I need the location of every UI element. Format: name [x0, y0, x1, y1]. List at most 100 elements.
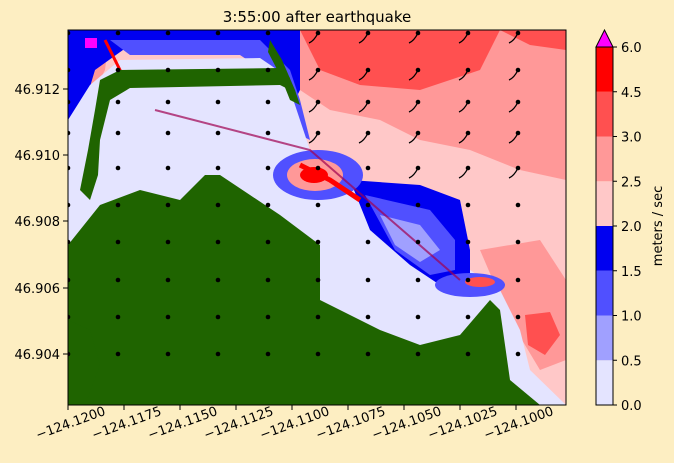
- velocity-marker: [315, 351, 321, 357]
- velocity-marker: [415, 202, 421, 208]
- land-south: [68, 175, 540, 405]
- velocity-marker: [265, 202, 271, 208]
- velocity-marker: [515, 202, 521, 208]
- colorbar-extend-triangle: [595, 28, 614, 48]
- colorbar-tick-label: 2.0: [621, 220, 642, 235]
- velocity-marker: [165, 351, 171, 357]
- colorbar-segment: [596, 181, 613, 226]
- velocity-arrow: [458, 132, 469, 144]
- velocity-marker: [68, 67, 71, 73]
- colorbar-tick-label: 2.5: [621, 175, 642, 190]
- velocity-marker: [115, 99, 121, 105]
- velocity-marker: [265, 351, 271, 357]
- velocity-marker: [315, 202, 321, 208]
- velocity-marker: [68, 277, 71, 283]
- velocity-marker: [165, 30, 171, 36]
- velocity-marker: [415, 314, 421, 320]
- velocity-marker: [115, 67, 121, 73]
- colorbar-tick-label: 3.0: [621, 131, 642, 146]
- extend-spot: [85, 38, 97, 48]
- velocity-marker: [315, 277, 321, 283]
- colorbar-tick-label: 1.0: [621, 310, 642, 325]
- velocity-arrow: [408, 101, 419, 113]
- velocity-marker: [215, 277, 221, 283]
- velocity-marker: [515, 351, 521, 357]
- velocity-marker: [365, 239, 371, 245]
- colorbar-tick-label: 0.0: [621, 399, 642, 414]
- south-jet-core: [465, 277, 495, 287]
- velocity-marker: [365, 277, 371, 283]
- velocity-marker: [165, 239, 171, 245]
- velocity-marker: [415, 351, 421, 357]
- y-tick-label: 46.904: [15, 348, 61, 363]
- velocity-marker: [68, 99, 71, 105]
- colorbar-segment: [596, 315, 613, 361]
- velocity-marker: [265, 165, 271, 171]
- plot-area: [68, 30, 566, 405]
- velocity-marker: [215, 314, 221, 320]
- colorbar-segment: [596, 360, 613, 405]
- velocity-marker: [265, 277, 271, 283]
- velocity-marker: [215, 239, 221, 245]
- velocity-marker: [68, 165, 71, 171]
- velocity-arrow: [358, 69, 369, 81]
- velocity-marker: [265, 99, 271, 105]
- velocity-marker: [215, 130, 221, 136]
- velocity-marker: [68, 30, 71, 36]
- velocity-marker: [115, 239, 121, 245]
- velocity-arrow: [408, 132, 419, 144]
- velocity-marker: [215, 99, 221, 105]
- velocity-marker: [465, 314, 471, 320]
- velocity-arrow: [458, 32, 469, 44]
- velocity-arrow: [308, 101, 319, 113]
- velocity-arrow: [508, 101, 519, 113]
- velocity-arrow: [458, 167, 469, 179]
- velocity-marker: [515, 277, 521, 283]
- offshore-speed-zone-4: [300, 30, 500, 90]
- velocity-marker: [365, 314, 371, 320]
- land-corner: [68, 320, 100, 405]
- velocity-marker: [465, 351, 471, 357]
- velocity-marker: [515, 239, 521, 245]
- axes-frame: [67, 29, 567, 406]
- velocity-arrow: [308, 69, 319, 81]
- colorbar-tick-label: 1.5: [621, 265, 642, 280]
- velocity-arrow: [308, 32, 319, 44]
- velocity-marker: [315, 239, 321, 245]
- velocity-marker: [465, 277, 471, 283]
- velocity-marker: [68, 351, 71, 357]
- velocity-marker: [365, 202, 371, 208]
- land-spit-shore: [268, 40, 300, 105]
- velocity-marker: [465, 202, 471, 208]
- colorbar-tick-label: 6.0: [621, 41, 642, 56]
- velocity-arrow: [508, 69, 519, 81]
- velocity-marker: [415, 239, 421, 245]
- chart-title: 3:55:00 after earthquake: [223, 8, 411, 26]
- velocity-marker: [265, 130, 271, 136]
- velocity-marker: [365, 165, 371, 171]
- land-spit: [80, 68, 290, 200]
- velocity-arrow: [408, 32, 419, 44]
- y-tick-label: 46.910: [15, 149, 61, 164]
- colorbar-segment: [596, 136, 613, 182]
- y-tick-label: 46.906: [15, 282, 61, 297]
- velocity-marker: [365, 351, 371, 357]
- velocity-marker: [115, 165, 121, 171]
- velocity-marker: [315, 314, 321, 320]
- velocity-marker: [465, 239, 471, 245]
- colorbar-segment: [596, 226, 613, 271]
- velocity-marker: [215, 202, 221, 208]
- colorbar-segment: [596, 91, 613, 137]
- velocity-marker: [115, 314, 121, 320]
- velocity-marker: [215, 351, 221, 357]
- velocity-marker: [115, 30, 121, 36]
- velocity-marker: [215, 165, 221, 171]
- velocity-marker: [215, 67, 221, 73]
- colorbar-tick-label: 4.5: [621, 86, 642, 101]
- velocity-arrow: [408, 167, 419, 179]
- y-tick-label: 46.908: [15, 215, 61, 230]
- velocity-arrow: [508, 32, 519, 44]
- colorbar-segment: [596, 270, 613, 316]
- velocity-marker: [415, 277, 421, 283]
